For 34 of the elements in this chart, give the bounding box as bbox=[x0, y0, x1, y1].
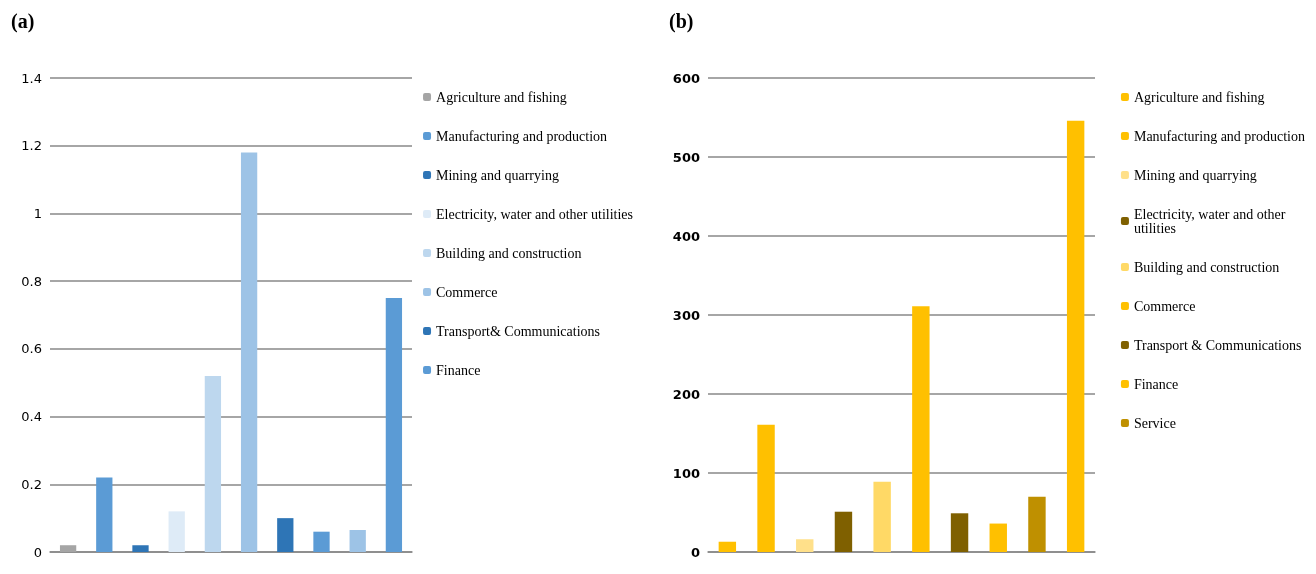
y-tick-label: 0.6 bbox=[21, 341, 42, 357]
chart-title: (a) bbox=[11, 10, 35, 33]
y-tick-label: 500 bbox=[672, 149, 700, 165]
legend-label: Commerce bbox=[1133, 298, 1196, 314]
y-tick-label: 0.2 bbox=[21, 476, 42, 492]
legend-label: Finance bbox=[1133, 376, 1179, 392]
y-tick-label: 1 bbox=[33, 205, 42, 221]
legend-label: Service bbox=[1133, 415, 1176, 431]
legend-label: Finance bbox=[436, 362, 481, 378]
legend-label: Building and construction bbox=[1133, 259, 1280, 275]
y-tick-label: 200 bbox=[672, 386, 700, 402]
y-tick-label: 1.2 bbox=[21, 138, 42, 154]
y-tick-label: 1.4 bbox=[21, 70, 42, 86]
legend-label: Manufacturing and production bbox=[436, 128, 608, 144]
legend-label: Electricity, water and other utilities bbox=[1133, 206, 1289, 236]
legend-label: Mining and quarrying bbox=[1133, 167, 1257, 183]
y-tick-label: 0 bbox=[690, 544, 700, 560]
y-tick-label: 0.8 bbox=[21, 273, 42, 289]
y-tick-label: 300 bbox=[672, 307, 700, 323]
y-tick-label: 0.4 bbox=[21, 409, 42, 425]
legend-label: Mining and quarrying bbox=[436, 167, 559, 183]
legend-label: Transport & Communications bbox=[1133, 337, 1302, 353]
legend-label: Transport& Communications bbox=[436, 323, 601, 339]
legend-label: Agriculture and fishing bbox=[1133, 89, 1265, 105]
y-tick-label: 0 bbox=[33, 544, 42, 560]
legend-label: Manufacturing and production bbox=[1133, 128, 1305, 144]
y-tick-label: 600 bbox=[672, 70, 700, 86]
legend-label: Agriculture and fishing bbox=[436, 89, 567, 105]
chart-title: (b) bbox=[669, 10, 694, 33]
y-tick-label: 100 bbox=[672, 465, 700, 481]
legend-label: Building and construction bbox=[436, 245, 582, 261]
legend-label: Electricity, water and other utilities bbox=[436, 206, 633, 222]
legend-label: Commerce bbox=[436, 284, 498, 300]
y-tick-label: 400 bbox=[672, 228, 700, 244]
